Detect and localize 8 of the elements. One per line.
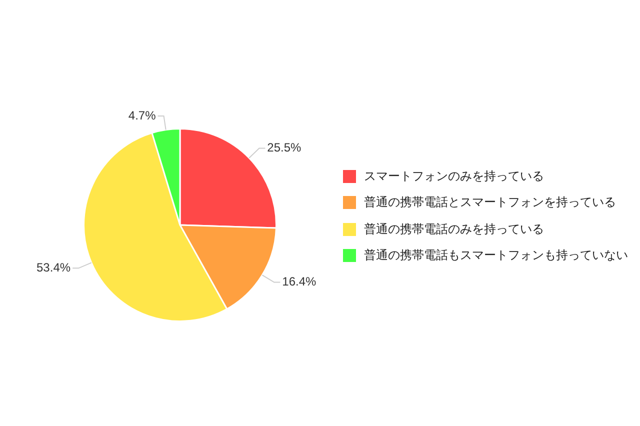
data-label: 16.4% — [282, 274, 317, 289]
legend-label: 普通の携帯電話のみを持っている — [364, 220, 544, 238]
legend-label: 普通の携帯電話とスマートフォンを持っている — [364, 194, 616, 212]
legend-label: 普通の携帯電話もスマートフォンも持っていない — [364, 247, 628, 264]
data-label: 25.5% — [267, 140, 302, 155]
legend-label: スマートフォンのみを持っている — [364, 168, 544, 185]
data-label: 4.7% — [128, 108, 156, 122]
data-label: 53.4% — [36, 260, 71, 274]
